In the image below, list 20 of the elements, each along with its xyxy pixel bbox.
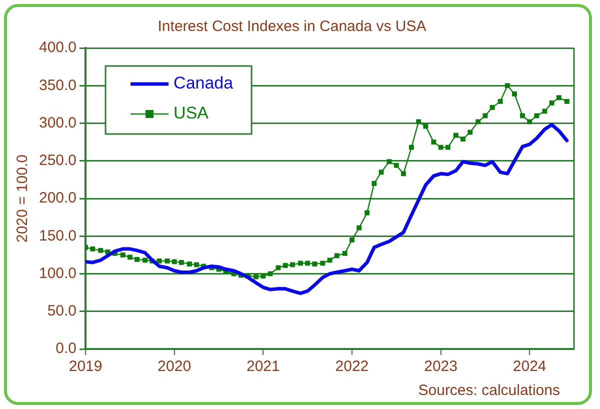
source-note: Sources: calculations — [418, 382, 560, 399]
x-tick-label: 2022 — [335, 358, 369, 376]
y-tick-label: 200.0 — [38, 190, 77, 207]
y-tick-label: 0.0 — [56, 340, 77, 358]
legend-label: Canada — [174, 74, 234, 93]
chart-title: Interest Cost Indexes in Canada vs USA — [158, 18, 426, 36]
y-tick-label: 250.0 — [38, 152, 77, 170]
x-tick-label: 2023 — [424, 358, 458, 376]
x-tick-label: 2020 — [158, 358, 192, 376]
y-tick-label: 50.0 — [47, 302, 77, 320]
x-tick-label: 2019 — [68, 358, 102, 376]
x-tick-label: 2024 — [512, 358, 546, 376]
y-axis-title: 2020 = 100.0 — [14, 154, 32, 243]
y-tick-label: 400.0 — [38, 39, 77, 56]
y-tick-label: 100.0 — [38, 264, 77, 282]
y-tick-label: 150.0 — [38, 227, 77, 244]
y-tick-label: 300.0 — [38, 114, 77, 132]
x-tick-label: 2021 — [246, 358, 280, 376]
y-tick-label: 350.0 — [38, 76, 77, 94]
legend-label: USA — [174, 104, 210, 123]
